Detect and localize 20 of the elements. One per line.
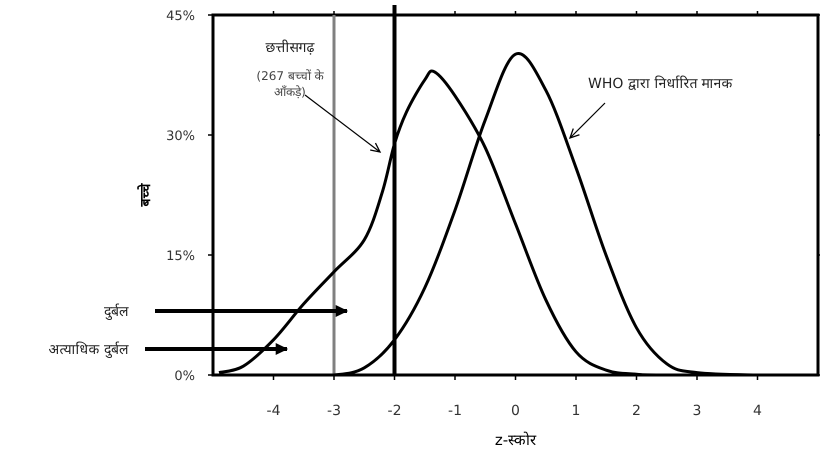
annotation: (267 बच्चों के आँकड़े) bbox=[256, 69, 325, 99]
x-tick-label: 4 bbox=[753, 403, 762, 419]
y-tick-label: 15% bbox=[166, 249, 195, 264]
x-tick-label: -2 bbox=[388, 403, 402, 419]
x-tick-label: -3 bbox=[327, 403, 341, 419]
y-tick-label: 0% bbox=[174, 369, 195, 384]
x-tick-label: 0 bbox=[511, 403, 520, 419]
annotation: छत्तीसगढ़ bbox=[266, 39, 316, 56]
y-tick-label: 30% bbox=[166, 129, 195, 144]
text: दुर्बल bbox=[104, 303, 129, 321]
x-tick-label: -1 bbox=[448, 403, 462, 419]
x-tick-label: 3 bbox=[692, 403, 702, 419]
x-tick-label: 2 bbox=[632, 403, 641, 419]
x-tick-label: 1 bbox=[572, 403, 580, 419]
text: अत्याधिक दुर्बल bbox=[48, 341, 129, 359]
x-axis-title: z-स्कोर bbox=[494, 431, 538, 449]
x-tick-label: -4 bbox=[266, 403, 281, 419]
annotation: WHO द्वारा निर्धारित मानक bbox=[588, 75, 733, 92]
y-axis-title: बच्चे bbox=[137, 182, 154, 208]
y-tick-label: 45% bbox=[166, 9, 195, 24]
